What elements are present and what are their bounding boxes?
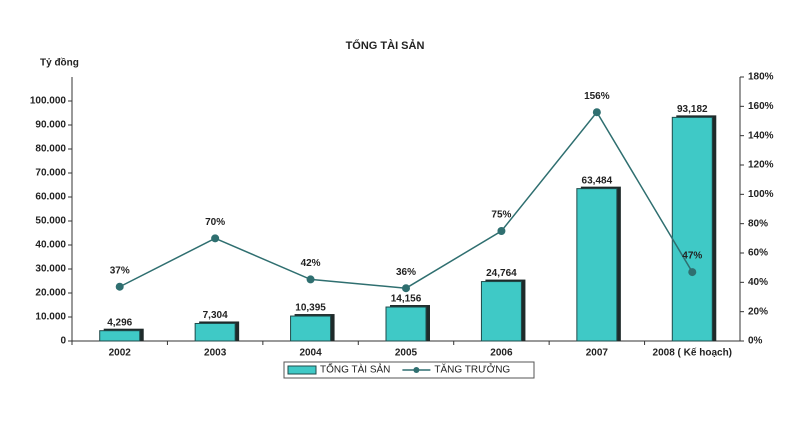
- line-point: [592, 108, 601, 117]
- x-tick-label: 2004: [299, 348, 322, 359]
- y2-tick-label: 0%: [748, 336, 763, 347]
- y-tick-label: 10.000: [35, 312, 66, 323]
- y2-tick-label: 140%: [748, 130, 774, 141]
- y-tick-label: 80.000: [35, 144, 66, 155]
- line-point: [688, 268, 697, 277]
- x-tick-label: 2007: [586, 348, 609, 359]
- line-value-label: 36%: [396, 267, 416, 278]
- y-tick-label: 100.000: [30, 96, 67, 107]
- line-value-label: 156%: [584, 91, 610, 102]
- line-value-label: 37%: [110, 265, 130, 276]
- line-value-label: 75%: [491, 210, 511, 221]
- y-tick-label: 40.000: [35, 240, 66, 251]
- y-tick-label: 20.000: [35, 288, 66, 299]
- bar-value-label: 93,182: [677, 104, 708, 115]
- y-tick-label: 90.000: [35, 120, 66, 131]
- legend-label: TỔNG TÀI SẢN: [320, 363, 390, 376]
- line-value-label: 47%: [682, 251, 702, 262]
- y2-tick-label: 100%: [748, 189, 774, 200]
- line-point: [115, 282, 124, 291]
- chart-title: TỔNG TÀI SẢN: [346, 39, 425, 52]
- line-value-label: 70%: [205, 217, 225, 228]
- y-tick-label: 50.000: [35, 216, 66, 227]
- bar-value-label: 4,296: [107, 317, 132, 328]
- y-axis-label: Tỷ đồng: [40, 57, 79, 69]
- x-tick-label: 2003: [204, 348, 227, 359]
- y2-tick-label: 80%: [748, 218, 768, 229]
- bar: [480, 281, 522, 342]
- x-tick-label: 2002: [109, 348, 132, 359]
- x-tick-label: 2006: [490, 348, 513, 359]
- bar-value-label: 63,484: [582, 175, 613, 186]
- y2-tick-label: 60%: [748, 248, 768, 259]
- y2-tick-label: 160%: [748, 101, 774, 112]
- legend-label: TĂNG TRƯỞNG: [434, 363, 510, 376]
- y2-tick-label: 40%: [748, 277, 768, 288]
- line-point: [497, 227, 506, 235]
- bar: [576, 188, 618, 342]
- bar: [671, 116, 713, 342]
- y-tick-label: 60.000: [35, 192, 66, 203]
- x-tick-label: 2005: [395, 348, 418, 359]
- line-point: [402, 284, 410, 293]
- bar: [99, 330, 141, 342]
- bar: [385, 306, 427, 342]
- y-tick-label: 70.000: [35, 168, 66, 179]
- legend-swatch: [287, 365, 317, 375]
- y-tick-label: 30.000: [35, 264, 66, 275]
- line-value-label: 42%: [301, 258, 321, 269]
- y2-tick-label: 120%: [748, 160, 774, 171]
- x-tick-label: 2008 ( Kế hoạch): [653, 347, 732, 359]
- bar-value-label: 7,304: [203, 310, 228, 321]
- legend-marker: [413, 367, 420, 373]
- bar: [290, 315, 332, 342]
- line-point: [211, 234, 220, 243]
- bar-value-label: 14,156: [391, 294, 422, 305]
- y-tick-label: 0: [60, 336, 66, 347]
- legend-box: [283, 361, 535, 379]
- bar: [194, 322, 236, 342]
- line-point: [306, 275, 315, 284]
- bar-value-label: 24,764: [486, 268, 517, 279]
- y2-tick-label: 180%: [748, 72, 774, 83]
- y2-tick-label: 20%: [748, 306, 768, 317]
- bar-value-label: 10,395: [295, 303, 326, 314]
